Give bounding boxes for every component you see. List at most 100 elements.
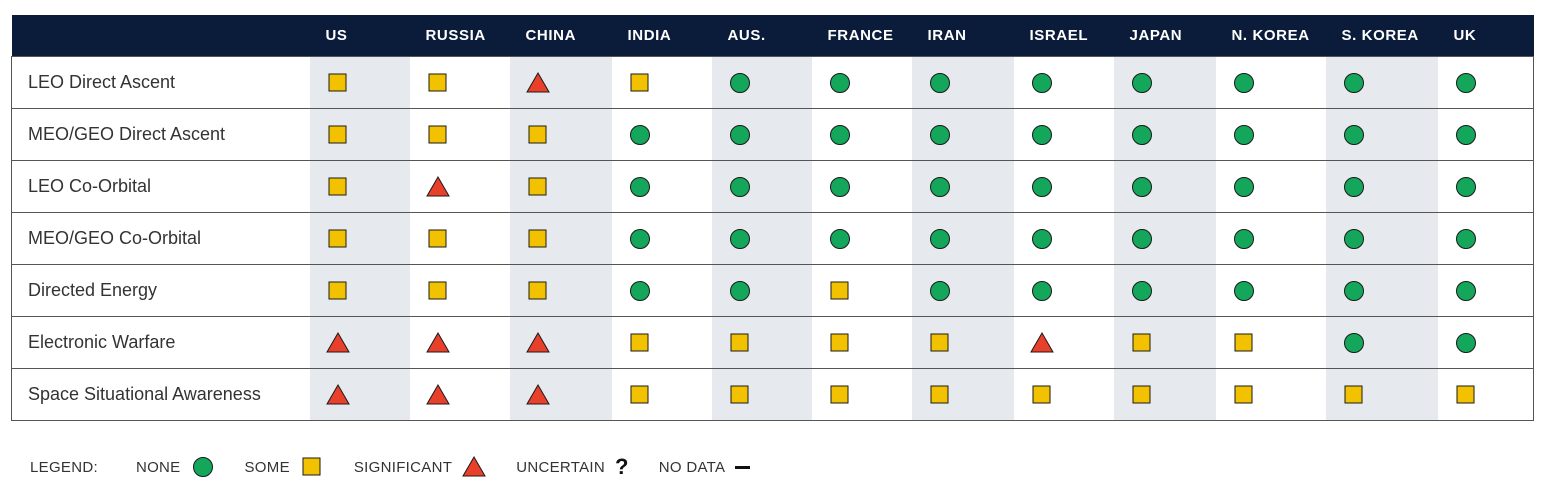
none-marker	[1131, 72, 1152, 93]
significant-marker	[425, 331, 450, 352]
matrix-cell	[1215, 212, 1326, 265]
some-marker	[328, 73, 346, 91]
some-marker	[1032, 385, 1050, 403]
none-marker	[929, 72, 950, 93]
none-marker	[1131, 124, 1152, 145]
matrix-cell	[1215, 160, 1326, 213]
matrix-cell	[1013, 264, 1114, 317]
matrix-cell	[811, 368, 912, 421]
matrix-cell	[711, 368, 812, 421]
none-marker	[1455, 124, 1476, 145]
significant-marker	[525, 331, 550, 352]
none-marker	[1031, 228, 1052, 249]
matrix-cell	[1013, 108, 1114, 161]
significant-marker	[325, 331, 350, 352]
none-marker	[1233, 280, 1254, 301]
legend-item-uncertain: UNCERTAIN?	[516, 454, 629, 480]
none-marker	[629, 280, 650, 301]
column-header: JAPAN	[1113, 15, 1216, 57]
column-header: CHINA	[509, 15, 612, 57]
none-marker	[829, 124, 850, 145]
matrix-cell	[611, 160, 712, 213]
none-marker	[729, 228, 750, 249]
matrix-cell	[509, 212, 612, 265]
matrix-cell	[811, 316, 912, 369]
column-header: INDIA	[611, 15, 712, 57]
significant-marker	[525, 383, 550, 404]
row-label: MEO/GEO Direct Ascent	[11, 108, 310, 161]
none-marker	[1455, 332, 1476, 353]
header-corner	[11, 15, 310, 57]
some-marker	[1456, 385, 1474, 403]
none-marker	[729, 124, 750, 145]
matrix-cell	[611, 264, 712, 317]
column-header: UK	[1437, 15, 1534, 57]
matrix-cell	[911, 160, 1014, 213]
some-marker	[630, 333, 648, 351]
matrix-cell	[309, 160, 410, 213]
matrix-cell	[1325, 316, 1438, 369]
capability-matrix-table: US RUSSIA CHINA INDIA AUS. FRANCE IRAN ISRAEL JA…	[11, 15, 1534, 421]
none-marker	[1343, 280, 1364, 301]
matrix-cell	[1437, 316, 1534, 369]
matrix-cell	[611, 108, 712, 161]
matrix-cell	[1437, 56, 1534, 109]
matrix-cell	[811, 212, 912, 265]
matrix-cell	[509, 264, 612, 317]
table-row: MEO/GEO Direct Ascent	[11, 108, 1534, 161]
matrix-cell	[1437, 212, 1534, 265]
some-marker	[730, 385, 748, 403]
matrix-cell	[1113, 264, 1216, 317]
some-marker	[930, 333, 948, 351]
some-marker	[1234, 385, 1252, 403]
matrix-cell	[309, 316, 410, 369]
legend-item-none: NONE	[136, 455, 215, 479]
matrix-cell	[309, 56, 410, 109]
column-header: AUS.	[711, 15, 812, 57]
row-label: Directed Energy	[11, 264, 310, 317]
matrix-cell	[409, 160, 510, 213]
matrix-cell	[911, 56, 1014, 109]
none-marker	[829, 72, 850, 93]
matrix-cell	[309, 264, 410, 317]
table-row: MEO/GEO Co-Orbital	[11, 212, 1534, 265]
matrix-cell	[1215, 56, 1326, 109]
column-header: S. KOREA	[1325, 15, 1438, 57]
matrix-cell	[1437, 264, 1534, 317]
none-marker	[1343, 228, 1364, 249]
matrix-cell	[1325, 368, 1438, 421]
legend-some-marker	[302, 457, 321, 476]
matrix-cell	[1013, 316, 1114, 369]
none-marker	[1031, 176, 1052, 197]
none-marker	[1031, 124, 1052, 145]
legend-none-marker	[192, 457, 213, 477]
matrix-cell	[1215, 108, 1326, 161]
row-label: LEO Direct Ascent	[11, 56, 310, 109]
none-marker	[1031, 72, 1052, 93]
none-marker	[1233, 72, 1254, 93]
matrix-cell	[509, 108, 612, 161]
matrix-cell	[309, 212, 410, 265]
none-marker	[1343, 124, 1364, 145]
column-header: IRAN	[911, 15, 1014, 57]
none-marker	[1343, 332, 1364, 353]
some-marker	[1132, 385, 1150, 403]
none-marker	[1343, 176, 1364, 197]
matrix-cell	[611, 56, 712, 109]
dash-icon	[735, 465, 751, 469]
legend-label: SOME	[244, 458, 290, 476]
row-label: LEO Co-Orbital	[11, 160, 310, 213]
none-marker	[929, 280, 950, 301]
none-marker	[1455, 72, 1476, 93]
some-marker	[528, 229, 546, 247]
none-marker	[1455, 280, 1476, 301]
legend-item-some: SOME	[245, 455, 324, 479]
matrix-cell	[1113, 212, 1216, 265]
some-marker	[830, 281, 848, 299]
some-marker	[630, 73, 648, 91]
legend-significant-marker	[462, 456, 487, 477]
matrix-cell	[1113, 108, 1216, 161]
some-marker	[1234, 333, 1252, 351]
legend-item-nodata: NO DATA	[659, 459, 751, 476]
